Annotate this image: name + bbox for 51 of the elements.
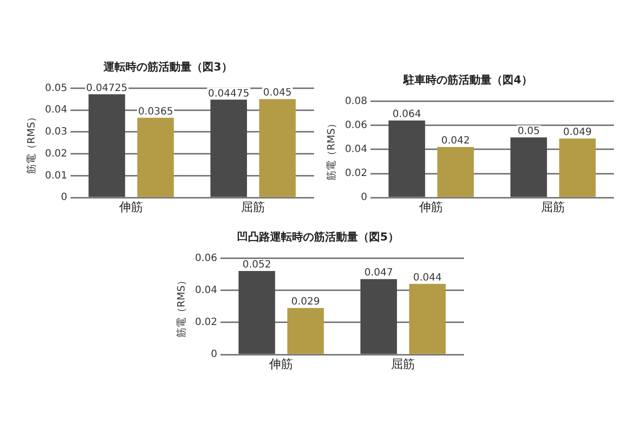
- bar: [259, 99, 296, 197]
- data-label: 0.047: [364, 268, 394, 279]
- y-axis-title: 筋電（RMS）: [326, 118, 338, 180]
- x-tick-label: 屈筋: [541, 200, 566, 214]
- data-label: 0.05: [518, 126, 540, 137]
- data-label: 0.044: [413, 272, 442, 284]
- y-tick-label: 0: [360, 192, 368, 204]
- y-tick-label: 0.05: [45, 82, 68, 94]
- bar: [287, 308, 324, 354]
- data-label: 0.064: [392, 109, 422, 120]
- bar: [137, 118, 174, 197]
- y-tick-label: 0.04: [345, 144, 368, 155]
- bar: [388, 120, 426, 197]
- bar: [88, 94, 126, 197]
- bar: [559, 138, 596, 197]
- bar: [210, 100, 247, 197]
- y-tick-label: 0: [60, 192, 68, 204]
- y-tick-label: 0.08: [345, 96, 368, 107]
- y-tick-label: 0.02: [195, 317, 218, 328]
- y-tick-label: 0.04: [45, 104, 68, 116]
- y-tick-label: 0.01: [45, 170, 68, 182]
- bar: [510, 137, 547, 197]
- data-label: 0.052: [242, 260, 272, 271]
- data-label: 0.042: [441, 136, 470, 147]
- x-tick-label: 伸筋: [418, 200, 444, 214]
- y-axis-title: 筋電（RMS）: [176, 275, 188, 338]
- y-tick-label: 0.02: [345, 168, 368, 180]
- data-label: 0.0365: [138, 106, 174, 118]
- x-tick-label: 伸筋: [268, 356, 294, 371]
- x-tick-label: 伸筋: [118, 200, 144, 214]
- y-tick-label: 0.02: [45, 148, 68, 160]
- y-tick-label: 0.04: [195, 284, 218, 296]
- data-label: 0.029: [291, 296, 320, 308]
- y-axis-title: 筋電（RMS）: [26, 112, 38, 174]
- chart-title: 凹凸路運転時の筋活動量（図5）: [237, 230, 399, 244]
- chart-title: 運転時の筋活動量（図3）: [102, 60, 232, 74]
- bar: [360, 279, 397, 354]
- data-label: 0.04475: [208, 88, 250, 100]
- bar: [409, 284, 446, 354]
- data-label: 0.04725: [86, 82, 128, 94]
- x-tick-label: 屈筋: [391, 356, 416, 371]
- y-tick-label: 0.06: [195, 252, 218, 264]
- bar: [437, 146, 474, 197]
- y-tick-label: 0: [210, 349, 218, 360]
- chart-title: 駐車時の筋活動量（図4）: [402, 73, 532, 86]
- data-label: 0.045: [263, 88, 292, 99]
- x-tick-label: 屈筋: [241, 200, 266, 214]
- bar: [238, 271, 276, 354]
- y-tick-label: 0.03: [45, 126, 68, 138]
- y-tick-label: 0.06: [345, 120, 368, 131]
- data-label: 0.049: [563, 127, 592, 138]
